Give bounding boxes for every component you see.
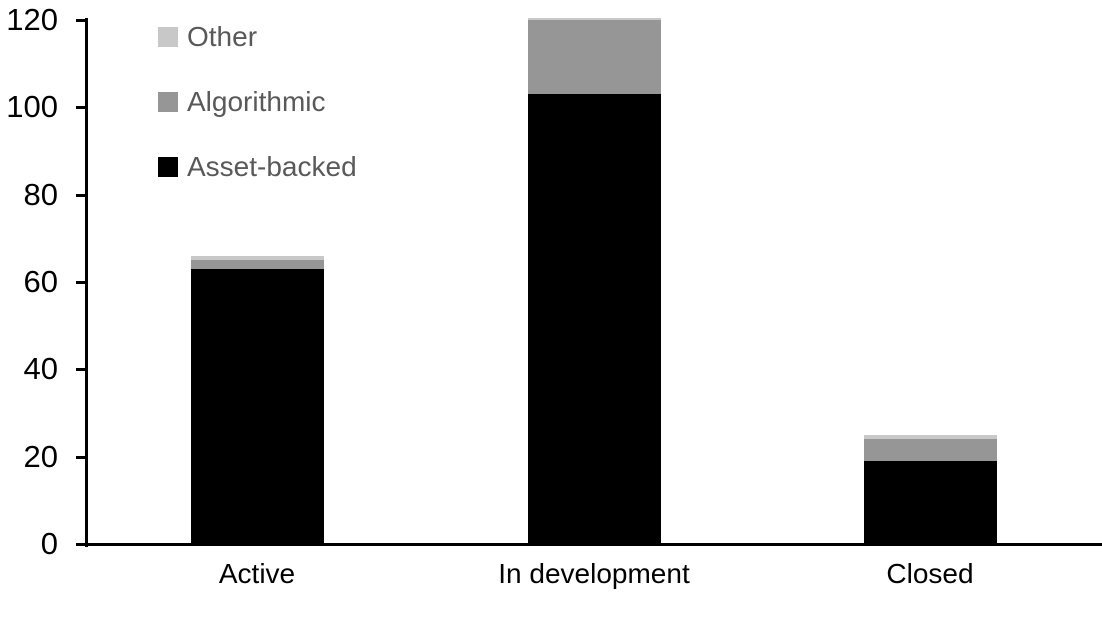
x-category-label: In development xyxy=(498,558,690,589)
bar-segment-algorithmic xyxy=(190,260,324,269)
y-tick-mark xyxy=(76,543,87,546)
y-tick-mark xyxy=(76,193,87,197)
bar-segment-asset-backed xyxy=(190,268,324,544)
bar-segment-asset-backed xyxy=(863,461,997,544)
legend-label: Other xyxy=(187,21,258,52)
bar-segment-algorithmic xyxy=(527,20,661,95)
x-category-label: Closed xyxy=(886,558,974,589)
y-tick-label: 20 xyxy=(23,438,58,474)
y-tick-label: 100 xyxy=(6,89,58,125)
legend-entry-other: Other xyxy=(158,22,257,52)
y-tick-mark xyxy=(76,455,87,459)
y-tick-label: 40 xyxy=(23,351,58,387)
legend-entry-asset-backed: Asset-backed xyxy=(158,152,357,182)
y-tick-label: 120 xyxy=(6,2,58,37)
legend-label: Asset-backed xyxy=(187,151,357,182)
legend-entry-algorithmic: Algorithmic xyxy=(158,87,325,117)
legend-swatch-icon xyxy=(158,157,178,177)
y-tick-label: 60 xyxy=(23,264,58,299)
bar-segment-other xyxy=(527,17,661,20)
x-category-label: Active xyxy=(218,558,296,589)
y-tick-mark xyxy=(76,106,87,110)
x-axis-line xyxy=(85,543,1102,546)
legend-label: Algorithmic xyxy=(187,86,326,117)
y-tick-mark xyxy=(76,19,87,22)
legend-swatch-icon xyxy=(158,92,178,112)
y-tick-label: 80 xyxy=(23,176,58,212)
y-tick-mark xyxy=(76,368,87,372)
y-tick-mark xyxy=(76,281,87,284)
legend-swatch-icon xyxy=(158,27,178,47)
bar-segment-other xyxy=(190,255,324,261)
bar-segment-algorithmic xyxy=(863,439,997,462)
bar-segment-other xyxy=(863,434,997,440)
y-tick-label: 0 xyxy=(40,526,58,561)
bar-segment-asset-backed xyxy=(527,94,661,544)
